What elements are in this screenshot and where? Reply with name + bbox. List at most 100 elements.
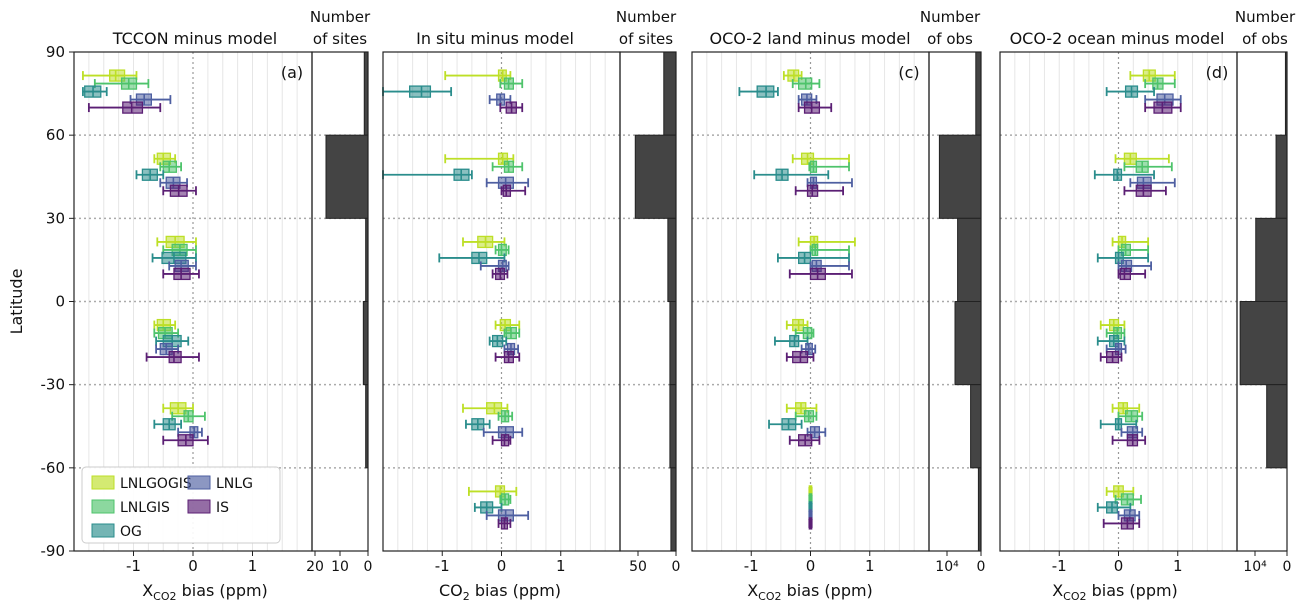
box-og (82, 85, 108, 98)
x-tick-label: 0 (1114, 557, 1124, 575)
panel-1: -1 0 1 20 10 0 TCCON minus model Number of sites… (73, 8, 372, 603)
legend-label: LNLG (216, 476, 253, 492)
count-bar (970, 384, 982, 469)
y-tick-label: 60 (46, 126, 65, 144)
box-is (808, 517, 813, 530)
box-og (153, 418, 183, 431)
x-axis-label: XCO2 bias (ppm) (747, 581, 873, 603)
count-bar (669, 384, 677, 469)
box (168, 350, 182, 364)
box-is (1144, 101, 1182, 114)
box-og (382, 85, 453, 98)
y-tick-label: 0 (55, 293, 65, 311)
box (1119, 267, 1131, 281)
side-x-tick-label: 10⁴ (935, 559, 959, 575)
box-lnlg (482, 426, 524, 439)
panel-4: -1 0 1 10⁴ 0 OCO-2 ocean minus model Number of … (999, 8, 1296, 603)
panel-2: -1 0 1 50 0 In situ minus model Number of sites… (382, 8, 681, 603)
x-tick-label: -1 (126, 557, 141, 575)
legend-item: IS (187, 499, 229, 516)
count-bar (634, 134, 677, 219)
box-og (1093, 168, 1155, 181)
count-bar (954, 301, 982, 386)
count-bar (670, 467, 677, 552)
box-lnlgogis (494, 318, 521, 332)
box (109, 69, 126, 82)
side-x-tick-label: 0 (672, 559, 681, 575)
box-og (1099, 418, 1138, 431)
box-og (753, 168, 830, 181)
count-bar (362, 301, 369, 386)
box-is (497, 517, 512, 530)
panel-title: OCO-2 land minus model (709, 29, 910, 48)
box-lnlg (177, 426, 203, 439)
box-lnlgogis (785, 318, 809, 332)
side-axes-frame (619, 51, 677, 552)
box-lnlgogis (1111, 402, 1141, 415)
legend-item: LNLGIS (91, 499, 170, 516)
box-is (797, 101, 833, 114)
side-title: Number (616, 8, 677, 26)
box-is (494, 350, 521, 364)
side-x-tick-label: 0 (1283, 559, 1292, 575)
box-lnlgis (791, 77, 821, 90)
side-title: Number (1235, 8, 1296, 26)
legend-box (81, 466, 281, 544)
box-is (785, 350, 815, 364)
x-tick-label: 1 (1173, 557, 1183, 575)
box-is (145, 350, 200, 364)
box-is (1123, 184, 1167, 197)
box-is (788, 267, 853, 281)
legend-swatch (187, 475, 211, 490)
count-bar (663, 51, 677, 136)
box-is (1117, 267, 1147, 281)
panel-title: OCO-2 ocean minus model (1010, 29, 1225, 48)
count-bar (938, 134, 982, 219)
count-bar (975, 51, 982, 136)
box-lnlg (485, 509, 530, 522)
box-lnlg (1129, 176, 1176, 189)
box-is (87, 101, 162, 114)
box-is (1102, 517, 1141, 530)
legend-swatch (91, 499, 115, 514)
x-axis-label: XCO2 bias (ppm) (142, 581, 268, 603)
box-og (768, 418, 803, 431)
box (173, 267, 191, 281)
box-lnlgis (499, 77, 524, 90)
legend-label: IS (216, 500, 229, 516)
box-is (794, 184, 844, 197)
box-lnlgogis (785, 402, 818, 415)
box-lnlgis (499, 493, 512, 506)
side-x-tick-label: 10⁴ (1243, 559, 1267, 575)
side-title: Number (920, 8, 981, 26)
panel-label: (a) (281, 63, 303, 82)
y-tick-label: 30 (46, 209, 65, 227)
box-lnlgis (93, 77, 150, 90)
box-og (1096, 501, 1132, 514)
x-tick-label: 0 (806, 557, 816, 575)
legend-swatch (187, 499, 211, 514)
x-tick-label: 1 (556, 557, 566, 575)
box-is (499, 101, 524, 114)
side-title: Number (310, 8, 371, 26)
box-lnlg (159, 176, 188, 189)
box-is (491, 267, 509, 281)
box-og (135, 168, 165, 181)
box-lnlgogis (156, 235, 197, 249)
side-x-tick-label: 50 (629, 559, 647, 575)
panel-label: (d) (1206, 63, 1229, 82)
count-bar (1266, 384, 1288, 469)
box-lnlg (1144, 93, 1182, 106)
legend-label: LNLGIS (120, 500, 170, 516)
count-bar (957, 217, 982, 302)
panel-title: TCCON minus model (112, 29, 277, 48)
legend-label: LNLGOGIS (120, 476, 192, 492)
box-is (162, 184, 197, 197)
x-tick-label: -1 (1052, 557, 1067, 575)
y-tick-label: -90 (41, 542, 66, 560)
box-lnlgis (494, 243, 510, 257)
panel-3: -1 0 1 10⁴ 0 OCO-2 land minus model Number of o… (691, 8, 985, 603)
count-bar (1239, 301, 1288, 386)
y-tick-label: -30 (41, 376, 66, 394)
box-og (465, 418, 491, 431)
